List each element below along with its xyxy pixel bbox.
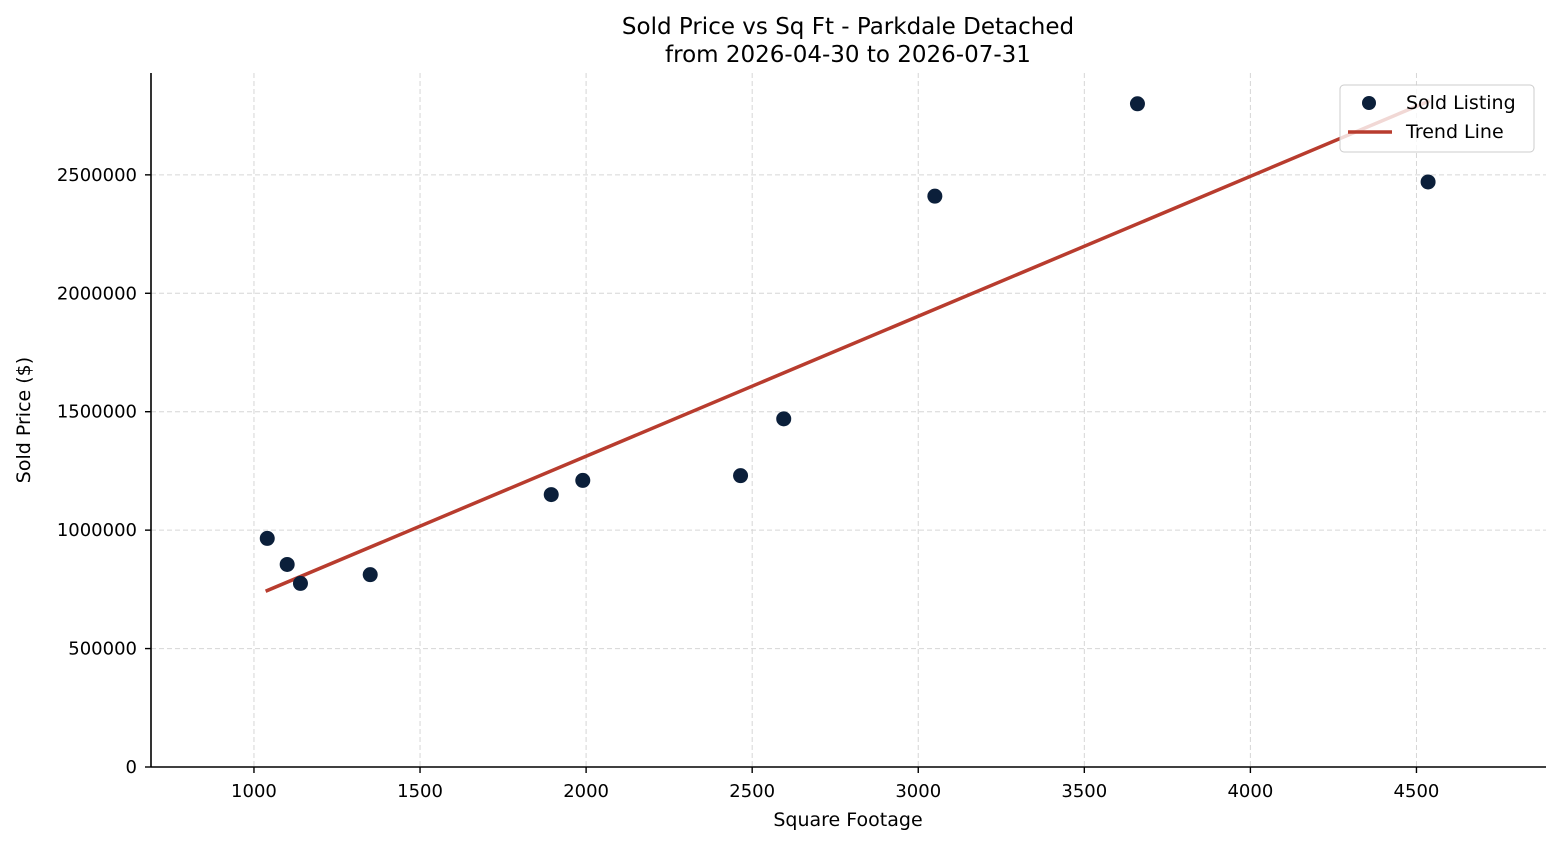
trend-line-layer <box>264 99 1431 593</box>
legend: Sold Listing Trend Line <box>1339 84 1535 153</box>
x-tick-label: 1000 <box>231 781 277 802</box>
sold-listing-point <box>776 411 792 427</box>
sold-listing-point <box>292 575 308 591</box>
x-tick-label: 4500 <box>1394 781 1440 802</box>
y-tick-label: 0 <box>126 757 137 778</box>
scatter-points <box>259 96 1436 591</box>
sold-listing-point <box>362 567 378 583</box>
y-tick-label: 2000000 <box>57 283 137 304</box>
grid <box>151 73 1546 767</box>
y-tick-label: 2500000 <box>57 165 137 186</box>
x-tick-label: 3500 <box>1061 781 1107 802</box>
y-tick-label: 1500000 <box>57 402 137 423</box>
x-tick-label: 1500 <box>397 781 443 802</box>
x-tick-label: 2500 <box>729 781 775 802</box>
legend-box <box>1339 84 1535 153</box>
ticks: 1000 1500 2000 2500 3000 3500 4000 4500 0 500000 1… <box>57 165 1440 802</box>
chart-subtitle: from 2026-04-30 to 2026-07-31 <box>665 42 1031 68</box>
x-axis-label: Square Footage <box>773 809 922 831</box>
sold-listing-point <box>927 188 943 204</box>
sold-listing-point <box>575 472 591 488</box>
sold-listing-point <box>1129 96 1145 112</box>
y-axis-label: Sold Price ($) <box>13 357 35 483</box>
sold-listing-point <box>1420 174 1436 190</box>
y-tick-label: 1000000 <box>57 520 137 541</box>
legend-sold-listing-label: Sold Listing <box>1406 92 1516 114</box>
chart-title: Sold Price vs Sq Ft - Parkdale Detached <box>622 14 1074 40</box>
x-tick-label: 4000 <box>1227 781 1273 802</box>
legend-trend-line-label: Trend Line <box>1405 121 1504 143</box>
sold-listing-point <box>279 556 295 572</box>
sold-listing-point <box>259 530 275 546</box>
x-tick-label: 2000 <box>563 781 609 802</box>
sold-listing-point <box>733 468 749 484</box>
x-tick-label: 3000 <box>895 781 941 802</box>
y-tick-label: 500000 <box>68 639 137 660</box>
trend-line <box>264 99 1431 593</box>
sold-listing-point <box>543 487 559 503</box>
legend-sold-listing-marker <box>1362 96 1376 110</box>
